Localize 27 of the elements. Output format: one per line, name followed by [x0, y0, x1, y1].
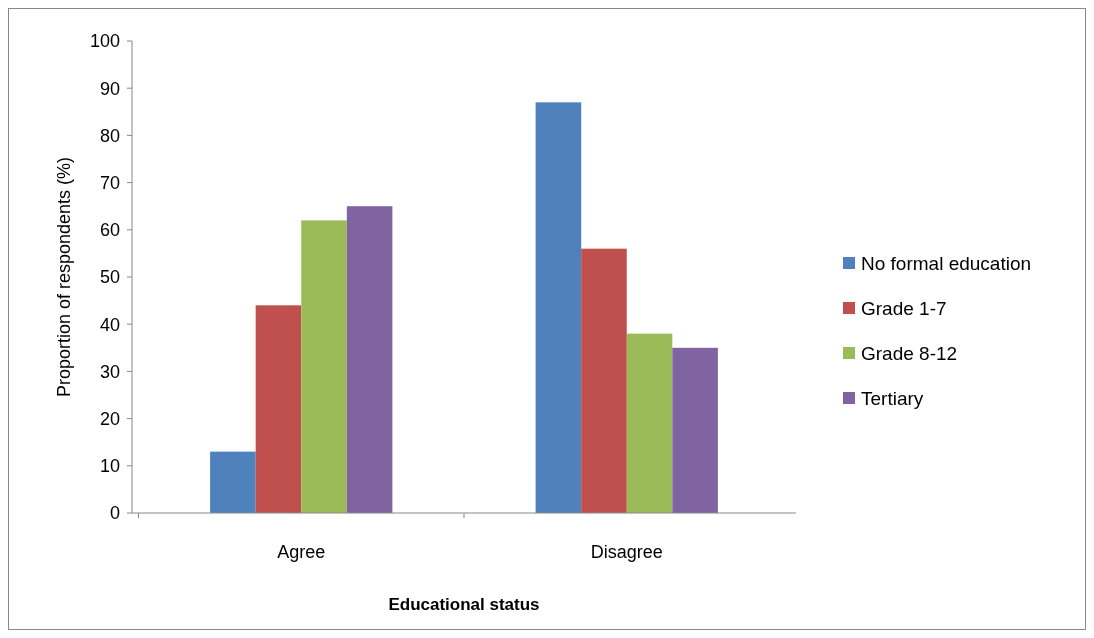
bar	[626, 333, 673, 513]
x-tick-label: Disagree	[590, 542, 663, 562]
y-tick-label: 40	[99, 314, 120, 335]
legend-label: Grade 1-7	[861, 297, 947, 319]
legend-label: Tertiary	[861, 387, 924, 409]
y-tick-label: 100	[89, 31, 120, 52]
legend-label: No formal education	[861, 252, 1032, 274]
y-tick-label: 80	[99, 125, 120, 146]
bar	[210, 451, 256, 513]
bar	[301, 220, 347, 513]
y-tick-label: 60	[99, 220, 120, 241]
y-tick-label: 10	[99, 456, 120, 477]
y-tick-label: 30	[99, 361, 120, 382]
y-tick-label: 50	[99, 267, 120, 288]
bar	[255, 305, 302, 513]
y-tick-label: 90	[99, 78, 120, 99]
y-axis-title: Proportion of respondents (%)	[54, 156, 74, 398]
y-tick-label: 0	[109, 503, 120, 524]
bar	[346, 206, 393, 513]
bar	[535, 102, 582, 513]
bar	[672, 347, 718, 513]
bar	[581, 248, 627, 513]
y-tick-label: 70	[99, 172, 120, 193]
y-tick-label: 20	[99, 408, 120, 429]
x-tick-label: Agree	[277, 542, 326, 562]
legend-label: Grade 8-12	[861, 342, 958, 364]
x-axis-title: Educational status	[388, 595, 540, 614]
